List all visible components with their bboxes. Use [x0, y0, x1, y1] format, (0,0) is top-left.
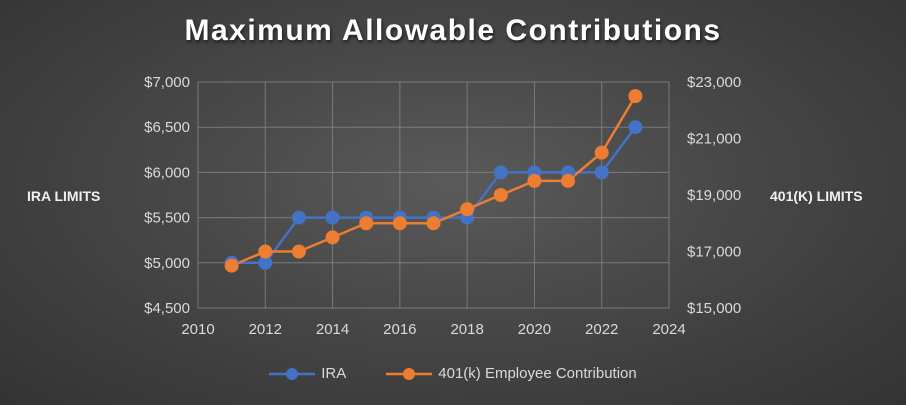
x-tick-label: 2022: [585, 321, 618, 338]
legend-label-401k: 401(k) Employee Contribution: [438, 365, 637, 382]
data-point-1: [628, 89, 643, 104]
x-tick-label: 2024: [652, 321, 685, 338]
legend-label-ira: IRA: [321, 365, 347, 382]
left-tick-label: $6,000: [144, 164, 190, 181]
data-point-1: [460, 202, 475, 217]
legend-item-ira: IRA: [269, 365, 346, 382]
right-tick-label: $15,000: [687, 300, 741, 317]
x-tick-label: 2018: [450, 321, 483, 338]
data-point-0: [628, 120, 643, 135]
legend-swatch-401k: [386, 367, 433, 380]
x-tick-label: 2012: [249, 321, 282, 338]
legend-swatch-ira: [269, 367, 316, 380]
data-point-1: [359, 216, 374, 231]
data-point-0: [291, 210, 306, 225]
data-point-1: [594, 145, 609, 160]
left-tick-label: $7,000: [144, 74, 190, 91]
left-tick-label: $5,000: [144, 255, 190, 272]
x-axis-ticks: 2010 2012 2014 2016 2018 2020 2022 2024: [181, 321, 685, 338]
x-tick-label: 2014: [316, 321, 349, 338]
right-axis-title: 401(K) LIMITS: [770, 188, 863, 204]
data-point-0: [594, 165, 609, 180]
data-point-1: [426, 216, 441, 231]
right-tick-label: $17,000: [687, 244, 741, 261]
series-line-0: [231, 126, 637, 265]
chart-title: Maximum Allowable Contributions: [184, 14, 722, 47]
data-point-1: [392, 216, 407, 231]
x-tick-label: 2010: [181, 321, 214, 338]
x-tick-label: 2020: [518, 321, 551, 338]
data-point-1: [224, 258, 239, 273]
legend-item-401k: 401(k) Employee Contribution: [386, 365, 637, 382]
legend: IRA 401(k) Employee Contribution: [0, 365, 906, 382]
left-tick-label: $4,500: [144, 300, 190, 317]
left-axis-title: IRA LIMITS: [27, 188, 101, 204]
data-point-0: [493, 165, 508, 180]
right-axis-ticks: $15,000 $17,000 $19,000 $21,000 $23,000: [687, 74, 741, 317]
data-point-1: [493, 188, 508, 202]
data-point-0: [258, 255, 273, 270]
x-tick-label: 2016: [383, 321, 416, 338]
data-point-1: [291, 244, 306, 259]
right-tick-label: $19,000: [687, 187, 741, 204]
data-point-1: [561, 173, 576, 188]
left-tick-label: $6,500: [144, 119, 190, 136]
left-axis-ticks: $4,500 $5,000 $5,500 $6,000 $6,500 $7,000: [144, 74, 190, 317]
right-tick-label: $23,000: [687, 74, 741, 91]
data-point-1: [258, 244, 273, 259]
right-tick-label: $21,000: [687, 131, 741, 148]
data-point-1: [325, 230, 340, 245]
grid: [197, 81, 670, 309]
data-point-1: [527, 173, 542, 188]
data-point-0: [325, 210, 340, 225]
series-points: [224, 89, 643, 273]
left-tick-label: $5,500: [144, 210, 190, 227]
